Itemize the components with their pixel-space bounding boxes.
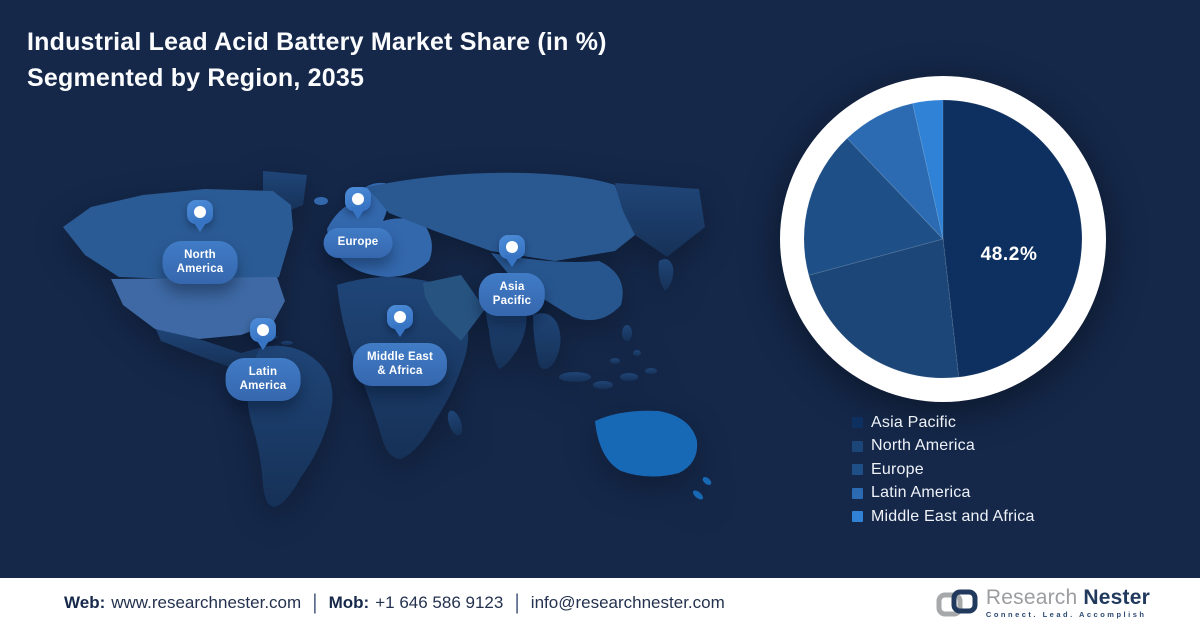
legend-label: Europe xyxy=(871,460,924,478)
island-new-zealand-south xyxy=(693,490,703,500)
continent-east-siberia xyxy=(615,183,705,257)
island-iceland xyxy=(314,197,328,205)
page-title-line1: Industrial Lead Acid Battery Market Shar… xyxy=(27,28,607,56)
pie-chart-svg xyxy=(780,76,1106,402)
pie-slice-middle-east-and-africa xyxy=(912,99,944,240)
map-pin-label-latin-america: Latin America xyxy=(225,358,301,402)
continent-australia xyxy=(595,410,698,477)
map-pin-label-asia-pacific: Asia Pacific xyxy=(478,273,546,317)
page-title-line2: Segmented by Region, 2035 xyxy=(27,64,365,92)
logo-name-nester: Nester xyxy=(1083,586,1150,610)
footer-bar: Web: www.researchnester.com | Mob: +1 64… xyxy=(0,578,1200,628)
contact-info: Web: www.researchnester.com | Mob: +1 64… xyxy=(64,591,725,615)
separator: | xyxy=(312,591,318,614)
separator: | xyxy=(514,591,520,614)
legend-label: Asia Pacific xyxy=(871,413,957,431)
legend-marker xyxy=(852,487,863,499)
legend-item: Latin America xyxy=(852,482,1035,506)
legend-item: Europe xyxy=(852,458,1035,482)
pin-dot-icon xyxy=(394,311,406,323)
island-new-zealand-north xyxy=(702,477,712,485)
map-pin-europe xyxy=(345,187,371,225)
pin-tail-icon xyxy=(392,325,408,337)
continent-china xyxy=(491,253,623,321)
logo-name-research: Research xyxy=(985,586,1084,610)
pin-dot-icon xyxy=(257,324,269,336)
pin-dot-icon xyxy=(352,193,364,205)
legend-label: Latin America xyxy=(871,484,971,502)
island-philippines xyxy=(622,325,632,341)
island-japan xyxy=(658,259,674,291)
research-nester-logo: Research Nester Connect. Lead. Accomplis… xyxy=(936,587,1150,619)
pie-slice-north-america xyxy=(808,238,960,379)
island-madagascar xyxy=(447,410,463,436)
legend-marker xyxy=(852,440,863,452)
pin-tail-icon xyxy=(255,338,271,350)
legend-marker xyxy=(852,464,863,476)
legend-marker xyxy=(852,417,863,429)
world-map: North America Europe Asia Pacific Latin Ame… xyxy=(55,165,725,515)
website-url: www.researchnester.com xyxy=(111,593,302,612)
legend-marker xyxy=(852,511,863,523)
continent-central-america xyxy=(155,327,263,369)
legend-item: Middle East and Africa xyxy=(852,505,1035,529)
pin-tail-icon xyxy=(192,220,208,232)
pie-data-label: 48.2% xyxy=(980,244,1038,265)
continent-middle-east xyxy=(423,275,485,341)
map-pin-label-north-america: North America xyxy=(162,241,238,285)
pin-tail-icon xyxy=(350,207,366,219)
logo-tagline: Connect. Lead. Accomplish xyxy=(985,610,1147,620)
map-pin-asia-pacific xyxy=(499,235,525,273)
phone-number: +1 646 586 9123 xyxy=(375,593,504,612)
continents-highlight xyxy=(63,172,712,500)
pin-tail-icon xyxy=(504,255,520,267)
map-pin-latin-america xyxy=(250,318,276,356)
chain-links-icon xyxy=(936,589,978,617)
pie-slice-europe xyxy=(803,137,944,276)
chart-legend: Asia Pacific North America Europe Latin Ame… xyxy=(852,411,1035,529)
pie-slice-latin-america xyxy=(846,102,944,241)
pie-slice-asia-pacific xyxy=(942,99,1083,378)
continent-usa xyxy=(111,277,285,339)
web-label: Web: xyxy=(64,593,106,612)
legend-label: Middle East and Africa xyxy=(871,507,1035,525)
email-address: info@researchnester.com xyxy=(530,593,725,612)
legend-item: North America xyxy=(852,435,1035,459)
pin-dot-icon xyxy=(194,206,206,218)
page-title: Industrial Lead Acid Battery Market Shar… xyxy=(27,24,607,96)
legend-item: Asia Pacific xyxy=(852,411,1035,435)
logo-text: Research Nester Connect. Lead. Accomplis… xyxy=(986,587,1150,619)
map-pin-label-middle-east-africa: Middle East & Africa xyxy=(352,343,448,387)
map-pin-middle-east-africa xyxy=(387,305,413,343)
continent-se-asia xyxy=(533,313,561,370)
mob-label: Mob: xyxy=(328,593,370,612)
pie-chart: 48.2% xyxy=(773,69,1113,409)
map-pin-label-europe: Europe xyxy=(323,228,393,258)
continent-russia xyxy=(367,172,635,261)
pin-dot-icon xyxy=(506,241,518,253)
legend-label: North America xyxy=(871,437,975,455)
map-pin-north-america xyxy=(187,200,213,238)
